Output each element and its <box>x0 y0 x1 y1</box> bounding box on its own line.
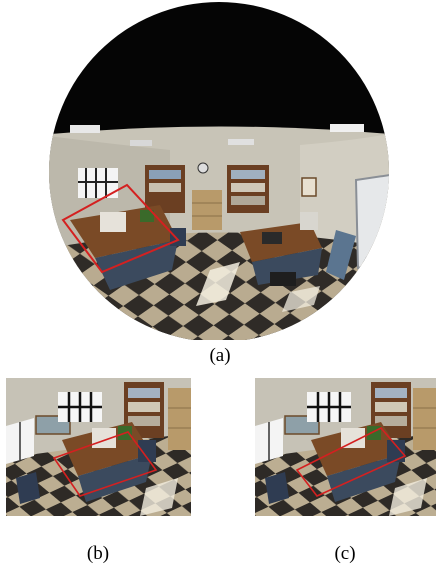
monitor <box>341 428 365 448</box>
filing-cabinet <box>192 190 222 230</box>
highlight-box-b <box>52 431 158 497</box>
chair <box>387 440 405 462</box>
picture-frame <box>301 177 317 197</box>
caption-b: (b) <box>86 543 110 564</box>
door <box>354 173 389 270</box>
panel-b: (b) <box>6 378 191 564</box>
fisheye-scene <box>49 2 389 340</box>
caption-a: (a) <box>209 345 231 366</box>
highlight-box-c <box>295 427 407 497</box>
panel-a: (a) <box>49 2 389 366</box>
highlight-box-a <box>61 183 180 274</box>
monitor-right <box>300 212 318 230</box>
ceiling-light <box>70 125 100 133</box>
chair <box>138 440 156 462</box>
fisheye-image <box>49 2 389 340</box>
monitor-left <box>100 212 126 232</box>
caption-c: (c) <box>334 543 356 564</box>
panel-c: (c) <box>255 378 436 564</box>
filing-cabinet <box>413 388 436 450</box>
rectified-image-b <box>6 378 191 516</box>
filing-cabinet <box>168 388 191 450</box>
wall-clock <box>197 162 209 174</box>
rectified-image-c <box>255 378 436 516</box>
